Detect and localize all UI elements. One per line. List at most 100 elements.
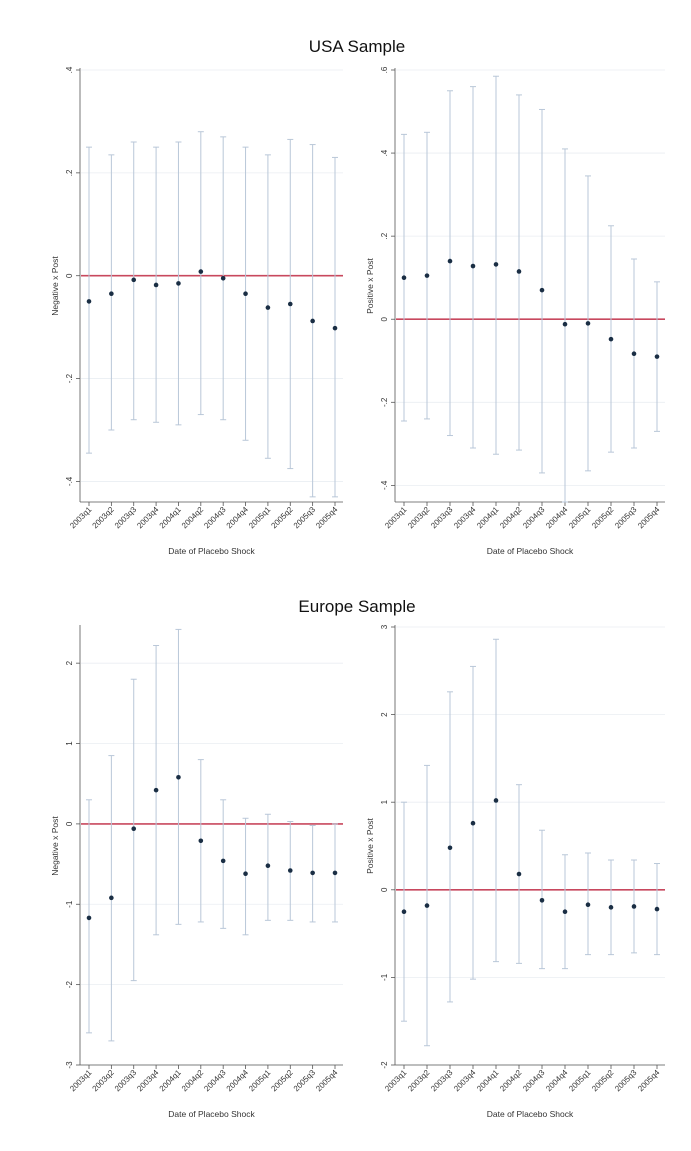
x-tick-label: 2005q3 bbox=[292, 505, 318, 531]
x-tick-label: 2005q3 bbox=[613, 1068, 639, 1094]
x-axis-title: Date of Placebo Shock bbox=[168, 546, 255, 556]
data-point bbox=[585, 321, 591, 326]
y-axis-title: Negative x Post bbox=[50, 256, 60, 316]
x-tick-label: 2004q1 bbox=[475, 1068, 501, 1094]
x-tick-label: 2004q1 bbox=[158, 1068, 184, 1094]
data-point bbox=[631, 904, 637, 909]
data-point bbox=[287, 868, 293, 873]
y-tick-label: -3 bbox=[65, 1061, 74, 1069]
data-point bbox=[562, 909, 568, 914]
y-axis-title: Positive x Post bbox=[365, 817, 375, 873]
y-tick-label: 0 bbox=[65, 821, 74, 826]
x-tick-label: 2003q2 bbox=[91, 505, 117, 531]
data-point bbox=[109, 291, 114, 297]
x-tick-label: 2005q3 bbox=[292, 1068, 318, 1094]
data-point bbox=[516, 269, 522, 274]
data-point bbox=[654, 906, 660, 912]
data-point bbox=[493, 798, 499, 803]
x-tick-label: 2003q4 bbox=[135, 505, 161, 531]
x-tick-label: 2003q3 bbox=[429, 1068, 455, 1094]
x-tick-label: 2004q4 bbox=[544, 1068, 570, 1094]
data-point bbox=[332, 325, 338, 331]
y-tick-label: 0 bbox=[380, 887, 389, 892]
x-tick-label: 2005q4 bbox=[314, 505, 340, 531]
x-axis-title: Date of Placebo Shock bbox=[487, 1109, 574, 1119]
data-point bbox=[310, 318, 315, 324]
x-tick-label: 2005q4 bbox=[636, 505, 662, 531]
y-tick-label: 3 bbox=[380, 624, 389, 629]
x-tick-label: 2005q4 bbox=[636, 1068, 662, 1094]
x-tick-label: 2005q4 bbox=[314, 1068, 340, 1094]
x-tick-label: 2003q3 bbox=[113, 1068, 139, 1094]
y-tick-label: -2 bbox=[65, 981, 74, 989]
data-point bbox=[265, 863, 271, 868]
y-tick-label: 0 bbox=[380, 316, 389, 321]
y-tick-label: -.4 bbox=[65, 476, 74, 486]
x-tick-label: 2005q2 bbox=[590, 505, 616, 531]
data-point bbox=[470, 263, 476, 269]
x-tick-label: 2004q3 bbox=[202, 505, 228, 531]
x-tick-label: 2003q4 bbox=[135, 1068, 161, 1094]
x-tick-label: 2003q2 bbox=[91, 1068, 117, 1094]
x-tick-label: 2005q1 bbox=[567, 505, 593, 531]
data-point bbox=[401, 909, 407, 914]
y-tick-label: 0 bbox=[65, 273, 74, 278]
data-point bbox=[401, 275, 407, 280]
x-tick-label: 2003q2 bbox=[406, 505, 432, 531]
data-point bbox=[131, 277, 137, 283]
x-tick-label: 2003q1 bbox=[68, 1068, 94, 1094]
data-point bbox=[654, 354, 660, 359]
y-tick-label: -.2 bbox=[380, 397, 389, 407]
data-point bbox=[585, 902, 591, 907]
data-point bbox=[310, 870, 315, 876]
x-axis-title: Date of Placebo Shock bbox=[487, 546, 574, 556]
x-tick-label: 2003q4 bbox=[452, 1068, 478, 1094]
data-point bbox=[243, 291, 248, 297]
usa-sample-title: USA Sample bbox=[309, 37, 405, 56]
x-tick-label: 2004q2 bbox=[498, 1068, 524, 1094]
x-tick-label: 2005q1 bbox=[567, 1068, 593, 1094]
y-tick-label: 2 bbox=[380, 712, 389, 717]
data-point bbox=[608, 905, 614, 910]
data-point bbox=[332, 870, 338, 876]
x-tick-label: 2005q2 bbox=[269, 505, 295, 531]
x-tick-label: 2004q3 bbox=[521, 1068, 547, 1094]
x-tick-label: 2004q4 bbox=[225, 1068, 251, 1094]
x-tick-label: 2004q4 bbox=[225, 505, 251, 531]
y-tick-label: .6 bbox=[380, 66, 389, 73]
data-point bbox=[176, 774, 181, 780]
data-point bbox=[86, 915, 92, 921]
y-tick-label: -1 bbox=[380, 973, 389, 981]
europe-sample-title: Europe Sample bbox=[298, 597, 415, 616]
x-tick-label: 2004q1 bbox=[475, 505, 501, 531]
x-tick-label: 2003q1 bbox=[68, 505, 94, 531]
x-tick-label: 2003q2 bbox=[406, 1068, 432, 1094]
data-point bbox=[493, 262, 499, 267]
x-tick-label: 2003q3 bbox=[113, 505, 139, 531]
chart-panel-2: -.4 -.2 0 .2 .4 .6 Positive x Post 2003q12003q2… bbox=[365, 66, 665, 556]
x-tick-label: 2005q2 bbox=[590, 1068, 616, 1094]
y-tick-label: 2 bbox=[65, 660, 74, 665]
data-point bbox=[539, 287, 545, 293]
data-point bbox=[220, 858, 226, 864]
x-tick-label: 2003q1 bbox=[383, 505, 409, 531]
x-tick-label: 2004q1 bbox=[158, 505, 184, 531]
data-point bbox=[470, 820, 476, 826]
data-point bbox=[176, 281, 181, 286]
y-tick-label: -.4 bbox=[380, 480, 389, 490]
data-point bbox=[424, 903, 430, 908]
data-point bbox=[287, 301, 293, 307]
y-tick-label: 1 bbox=[380, 799, 389, 804]
data-point bbox=[198, 269, 204, 274]
data-point bbox=[447, 258, 453, 264]
y-tick-label: -2 bbox=[380, 1061, 389, 1069]
y-tick-label: .2 bbox=[380, 232, 389, 239]
y-tick-label: .2 bbox=[65, 169, 74, 176]
x-tick-label: 2004q2 bbox=[180, 1068, 206, 1094]
x-tick-label: 2004q2 bbox=[498, 505, 524, 531]
x-tick-label: 2004q2 bbox=[180, 505, 206, 531]
data-point bbox=[539, 898, 545, 903]
